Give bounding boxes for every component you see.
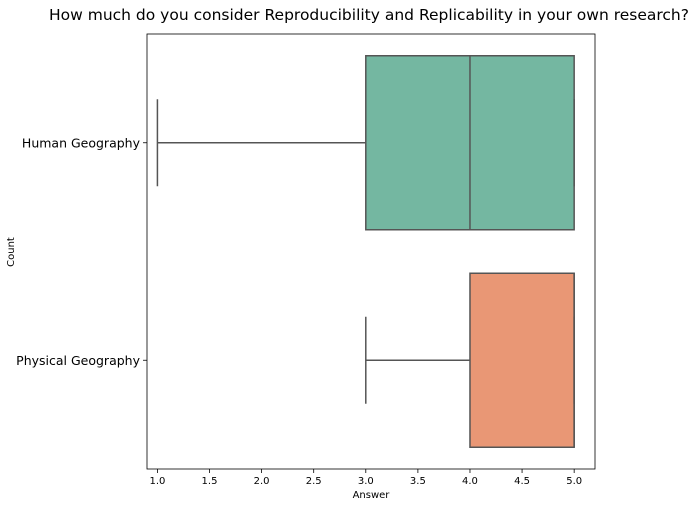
x-tick-label: 2.0 — [254, 476, 270, 487]
x-tick-label: 4.5 — [514, 476, 530, 487]
category-label: Human Geography — [22, 135, 141, 150]
chart-title: How much do you consider Reproducibility… — [49, 6, 689, 24]
x-tick-label: 1.5 — [202, 476, 218, 487]
iqr-box — [469, 272, 575, 448]
x-tick-label: 3.5 — [410, 476, 426, 487]
box-group — [156, 55, 575, 231]
box-group — [365, 272, 575, 448]
x-tick-label: 5.0 — [566, 476, 582, 487]
x-tick-label: 4.0 — [462, 476, 478, 487]
plot-frame — [146, 33, 596, 470]
x-tick-label: 2.5 — [306, 476, 322, 487]
x-axis-label: Answer — [353, 490, 391, 501]
y-axis-label: Count — [6, 237, 17, 267]
category-label: Physical Geography — [16, 353, 140, 368]
x-tick-label: 3.0 — [358, 476, 374, 487]
x-tick-label: 1.0 — [149, 476, 165, 487]
